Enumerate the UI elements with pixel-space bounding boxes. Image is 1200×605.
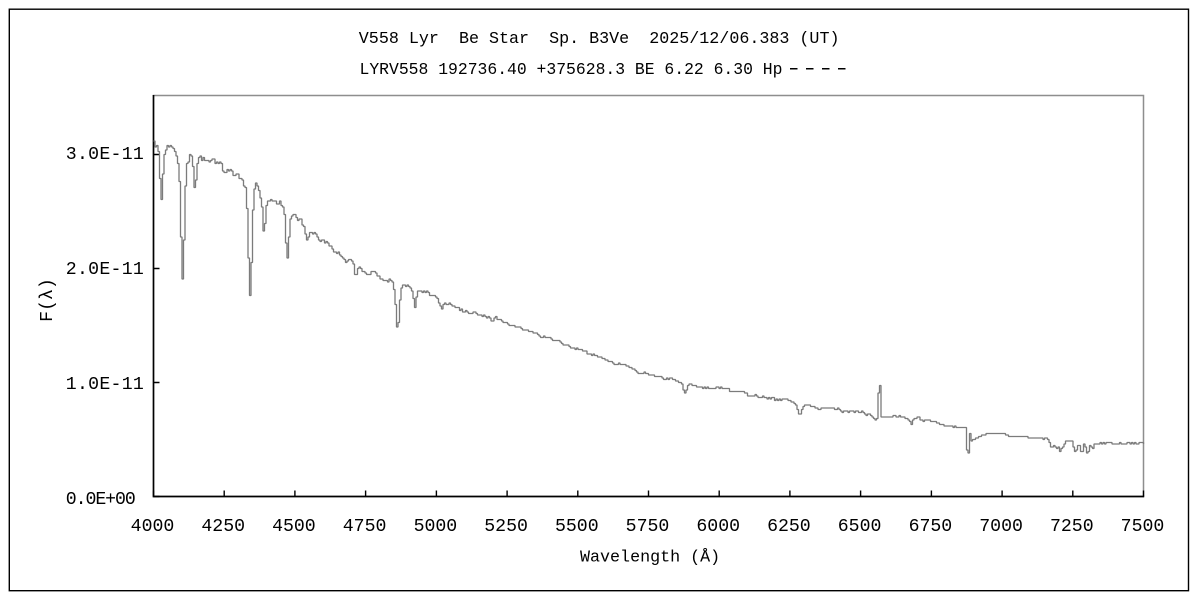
svg-text:6750: 6750 — [909, 517, 953, 537]
svg-text:3.0E-11: 3.0E-11 — [66, 145, 144, 165]
svg-text:1.0E-11: 1.0E-11 — [66, 375, 144, 395]
svg-text:2.0E-11: 2.0E-11 — [66, 260, 144, 280]
svg-text:4750: 4750 — [343, 517, 387, 537]
svg-text:7250: 7250 — [1050, 517, 1094, 537]
svg-text:V558 Lyr Be Star Sp. B3Ve 2: V558 Lyr Be Star Sp. B3Ve 2025/12/06.383… — [359, 30, 840, 49]
svg-text:4000: 4000 — [131, 517, 175, 537]
svg-text:0.0E+00: 0.0E+00 — [66, 490, 136, 510]
svg-text:LYRV558 192736.40 +375628.3 BE: LYRV558 192736.40 +375628.3 BE 6.22 6.30… — [360, 60, 783, 79]
svg-text:5500: 5500 — [555, 517, 599, 537]
svg-text:5750: 5750 — [626, 517, 670, 537]
svg-text:F(λ): F(λ) — [38, 278, 58, 322]
svg-text:7000: 7000 — [979, 517, 1023, 537]
svg-text:7500: 7500 — [1121, 517, 1165, 537]
svg-text:5250: 5250 — [484, 517, 528, 537]
svg-text:Wavelength (Å): Wavelength (Å) — [580, 549, 720, 568]
svg-text:6250: 6250 — [767, 517, 811, 537]
svg-text:4500: 4500 — [272, 517, 316, 537]
svg-text:6500: 6500 — [838, 517, 882, 537]
svg-text:6000: 6000 — [696, 517, 740, 537]
svg-text:4250: 4250 — [201, 517, 245, 537]
svg-text:5000: 5000 — [414, 517, 458, 537]
